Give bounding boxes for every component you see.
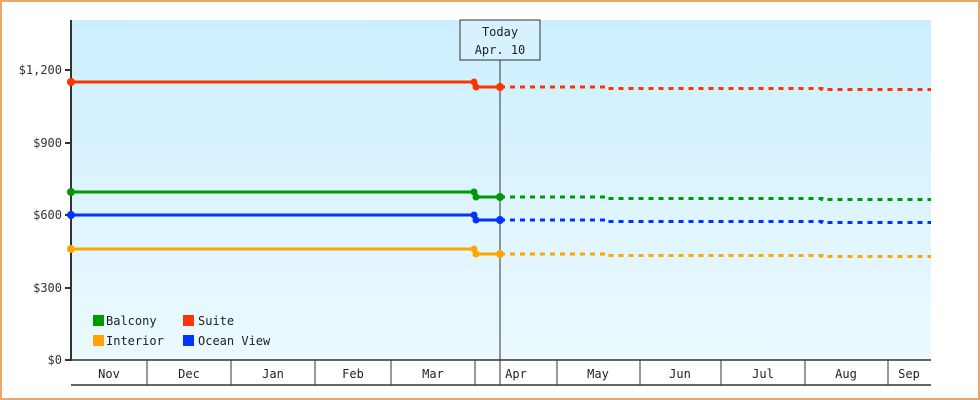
legend-label-suite: Suite: [198, 314, 234, 328]
legend-swatch-balcony: [93, 315, 104, 326]
y-label-300: $300: [33, 281, 62, 295]
y-label-900: $900: [33, 136, 62, 150]
month-axis: [71, 359, 931, 386]
month-jan: Jan: [262, 367, 284, 381]
legend-label-ocean-view: Ocean View: [198, 334, 271, 348]
legend-swatch-interior: [93, 335, 104, 346]
series-ocean-view: [67, 211, 931, 224]
month-jul: Jul: [752, 367, 774, 381]
y-label-600: $600: [33, 208, 62, 222]
month-jun: Jun: [669, 367, 691, 381]
legend-swatch-suite: [183, 315, 194, 326]
month-feb: Feb: [342, 367, 364, 381]
month-sep: Sep: [898, 367, 920, 381]
month-apr: Apr: [505, 367, 527, 381]
today-date: Apr. 10: [475, 43, 526, 57]
month-dec: Dec: [178, 367, 200, 381]
today-label: Today: [482, 25, 518, 39]
plot-area: [71, 20, 931, 360]
legend-label-balcony: Balcony: [106, 314, 157, 328]
series-suite: [67, 78, 931, 91]
month-mar: Mar: [422, 367, 444, 381]
legend: Balcony Suite Interior Ocean View: [93, 314, 271, 348]
legend-swatch-ocean-view: [183, 335, 194, 346]
month-may: May: [587, 367, 609, 381]
y-label-1200: $1,200: [19, 63, 62, 77]
month-aug: Aug: [835, 367, 857, 381]
month-nov: Nov: [98, 367, 120, 381]
series-interior: [67, 245, 931, 258]
series-balcony: [67, 188, 931, 201]
legend-label-interior: Interior: [106, 334, 164, 348]
y-label-0: $0: [48, 353, 62, 367]
today-label-box: [459, 19, 541, 61]
